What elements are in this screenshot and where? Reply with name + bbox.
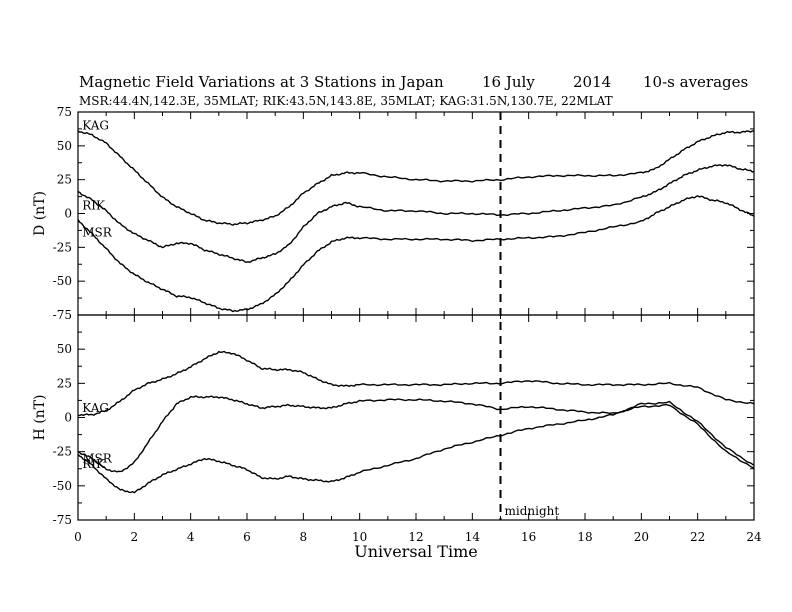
series-line-h-msr [77,400,755,494]
panel-frame [77,314,755,521]
y-tick-label: 50 [57,342,72,356]
chart-date: 16 July [482,73,535,91]
y-tick-label: -25 [53,240,72,254]
x-tick-label: 22 [690,530,705,544]
chart-averaging: 10-s averages [643,73,748,91]
x-tick-label: 24 [746,530,762,544]
x-tick-label: 2 [131,530,139,544]
x-tick-label: 14 [465,530,481,544]
station-label-msr: MSR [82,226,113,240]
x-axis-ticks: 0 2 4 6 8 10 12 14 16 18 20 22 24 [74,530,762,544]
y-tick-label: -75 [53,308,72,322]
series-line-h-kag [78,350,755,417]
y-tick-label: 50 [57,139,72,153]
station-label-msr: MSR [82,452,113,466]
x-tick-label: 20 [634,530,649,544]
series-line-d-msr [77,195,755,313]
station-label-rik: RIK [82,198,106,212]
x-axis-label: Universal Time [354,542,477,561]
series-line-d-rik [77,164,755,263]
y-tick-label: -75 [53,513,72,527]
y-tick-label: 0 [64,411,72,425]
x-tick-label: 8 [300,530,308,544]
x-tick-label: 12 [408,530,423,544]
x-tick-label: 16 [521,530,536,544]
chart-title: Magnetic Field Variations at 3 Stations … [79,73,444,91]
series-line-d-kag [77,130,755,226]
station-label-kag: KAG [82,401,109,415]
d-panel: 75 50 25 0 -25 -50 -75 D (nT) KAG RIK MSR [32,105,755,322]
y-axis-label: H (nT) [32,395,48,441]
y-tick-label: -50 [53,479,72,493]
y-tick-label: 75 [57,105,72,119]
midnight-label: midnight [505,504,560,518]
station-label-kag: KAG [82,119,109,133]
x-tick-label: 18 [577,530,592,544]
y-axis-label: D (nT) [32,191,48,236]
y-tick-label: -25 [53,445,72,459]
title-line: Magnetic Field Variations at 3 Stations … [79,73,748,91]
y-tick-label: 25 [57,376,72,390]
chart-year: 2014 [573,73,611,91]
x-tick-label: 0 [74,530,82,544]
chart-subtitle: MSR:44.4N,142.3E, 35MLAT; RIK:43.5N,143.… [79,94,613,108]
y-tick-label: -50 [53,274,72,288]
station-label-rik: RIK [82,457,106,471]
y-tick-label: 0 [64,207,72,221]
panel-frame [77,111,755,316]
series-line-h-rik [77,395,755,473]
y-tick-label: 25 [57,173,72,187]
x-tick-label: 10 [352,530,367,544]
x-tick-label: 4 [187,530,195,544]
x-tick-label: 6 [243,530,251,544]
